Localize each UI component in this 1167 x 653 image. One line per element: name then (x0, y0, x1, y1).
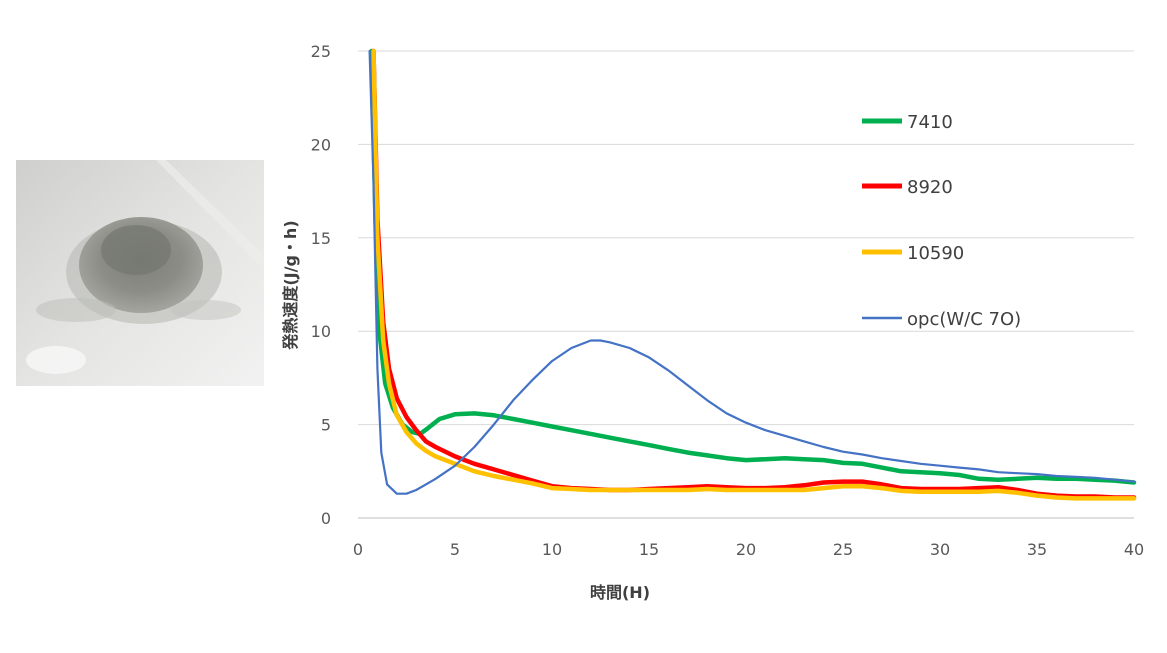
y-axis-title: 発熱速度(J/g・h) (281, 220, 300, 350)
x-tick-label: 0 (353, 540, 363, 559)
x-tick-label: 20 (736, 540, 756, 559)
legend: 7410 8920 10590 opc(W/C 7O) (862, 112, 1021, 330)
series-line-opcwc7o (368, 49, 1136, 495)
y-tick-label: 5 (321, 416, 331, 435)
x-tick-label: 10 (542, 540, 562, 559)
x-tick-label: 25 (833, 540, 853, 559)
legend-label: 10590 (907, 243, 964, 264)
x-tick-labels: 0 5 10 15 20 25 30 35 40 (353, 540, 1144, 559)
series-line-10590 (371, 48, 1137, 501)
y-tick-label: 20 (311, 135, 331, 154)
series-line-7410 (369, 48, 1137, 485)
powder-pile-image (16, 160, 264, 386)
x-tick-label: 40 (1124, 540, 1144, 559)
cement-powder-photo (16, 160, 264, 386)
y-tick-labels: 0 5 10 15 20 25 (311, 42, 331, 528)
legend-label: opc(W/C 7O) (907, 309, 1021, 330)
x-axis-title: 時間(H) (590, 583, 650, 602)
x-tick-label: 5 (450, 540, 460, 559)
legend-label: 7410 (907, 112, 953, 133)
legend-label: 8920 (907, 177, 953, 198)
series-line-8920 (371, 48, 1137, 500)
y-tick-label: 25 (311, 42, 331, 61)
y-tick-label: 0 (321, 509, 331, 528)
x-tick-label: 15 (639, 540, 659, 559)
x-tick-label: 30 (930, 540, 950, 559)
y-tick-label: 10 (311, 322, 331, 341)
x-tick-label: 35 (1027, 540, 1047, 559)
series-lines (368, 48, 1137, 501)
y-tick-label: 15 (311, 229, 331, 248)
gridlines (358, 50, 1134, 519)
